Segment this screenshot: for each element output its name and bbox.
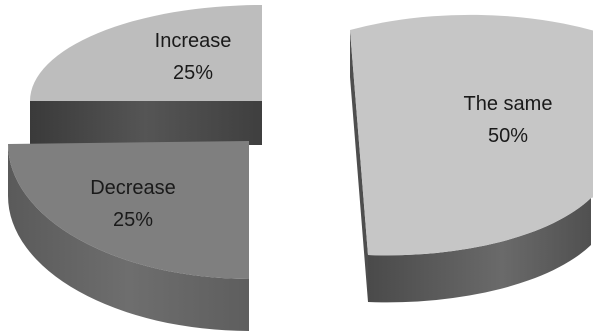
- slice-decrease-top: [8, 141, 249, 279]
- label-increase-value: 25%: [173, 62, 213, 84]
- slice-the-same-cut: [350, 30, 368, 302]
- slice-decrease: [8, 141, 249, 331]
- slice-increase: [30, 5, 262, 145]
- slice-the-same: [350, 14, 593, 303]
- label-the-same-value: 50%: [488, 125, 528, 147]
- slice-the-same-side: [368, 198, 591, 303]
- label-increase-name: Increase: [155, 30, 232, 52]
- slice-the-same-top: [350, 14, 593, 256]
- slice-increase-side: [30, 101, 262, 145]
- label-decrease-name: Decrease: [90, 177, 176, 199]
- label-the-same-name: The same: [464, 93, 553, 115]
- slice-increase-top: [30, 5, 262, 101]
- slice-decrease-side: [8, 144, 249, 331]
- label-decrease-value: 25%: [113, 209, 153, 231]
